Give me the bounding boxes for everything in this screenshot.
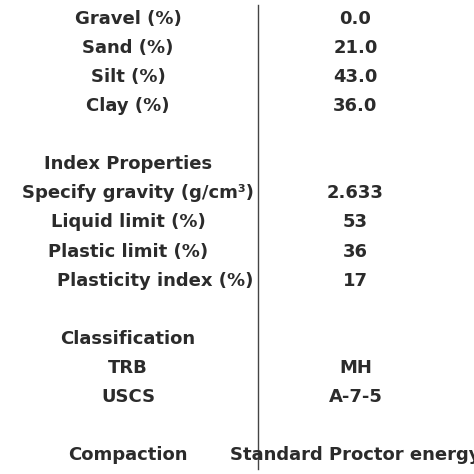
Text: USCS: USCS [101, 388, 155, 406]
Text: TRB: TRB [108, 359, 148, 377]
Text: 36: 36 [343, 243, 368, 261]
Text: Clay (%): Clay (%) [86, 97, 170, 115]
Text: Index Properties: Index Properties [44, 155, 212, 173]
Text: Sand (%): Sand (%) [82, 39, 173, 57]
Text: 36.0: 36.0 [333, 97, 378, 115]
Text: A-7-5: A-7-5 [328, 388, 383, 406]
Text: Standard Proctor energy: Standard Proctor energy [230, 446, 474, 464]
Text: Silt (%): Silt (%) [91, 68, 165, 86]
Text: Specify gravity (g/cm³): Specify gravity (g/cm³) [22, 184, 254, 202]
Text: Plastic limit (%): Plastic limit (%) [48, 243, 208, 261]
Text: Gravel (%): Gravel (%) [74, 10, 182, 28]
Text: Liquid limit (%): Liquid limit (%) [51, 213, 205, 231]
Text: MH: MH [339, 359, 372, 377]
Text: 17: 17 [343, 272, 368, 290]
Text: 53: 53 [343, 213, 368, 231]
Text: 2.633: 2.633 [327, 184, 384, 202]
Text: 21.0: 21.0 [333, 39, 378, 57]
Text: Classification: Classification [60, 329, 196, 347]
Text: 43.0: 43.0 [333, 68, 378, 86]
Text: 0.0: 0.0 [339, 10, 372, 28]
Text: Compaction: Compaction [68, 446, 188, 464]
Text: Plasticity index (%): Plasticity index (%) [57, 272, 254, 290]
